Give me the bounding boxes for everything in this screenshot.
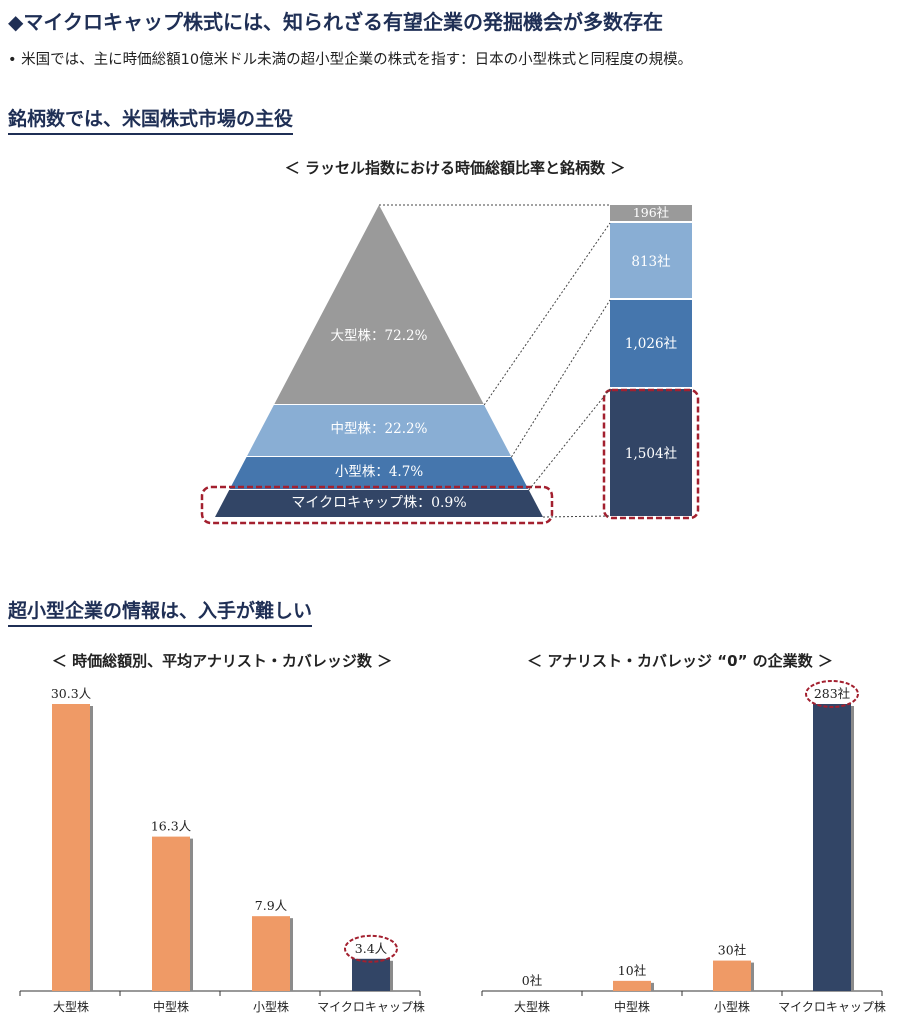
pyramid-label-small: 小型株：4.7% — [335, 464, 423, 480]
page-title: ◆マイクロキャップ株式には、知られざる有望企業の発掘機会が多数存在 — [8, 10, 663, 34]
micro-highlight-count — [602, 388, 700, 520]
count-label-mid: 813社 — [631, 254, 670, 270]
micro-highlight-pyramid — [200, 485, 554, 525]
description-bullet: • 米国では、主に時価総額10億米ドル未満の超小型企業の株式を指す：日本の小型株… — [8, 52, 693, 68]
category-label-mid: 中型株 — [614, 999, 650, 1014]
count-label-small: 1,026社 — [625, 336, 677, 352]
bar-large — [52, 704, 90, 991]
connector-line — [511, 299, 611, 458]
count-label-micro: 1,504社 — [625, 446, 677, 462]
section-heading-stock-count: 銘柄数では、米国株式市場の主役 — [8, 104, 294, 135]
bar-micro — [813, 704, 851, 991]
pyramid-segment-small — [229, 457, 529, 489]
bar-micro — [352, 958, 390, 991]
category-label-large: 大型株 — [514, 999, 550, 1014]
bar-value-label-mid: 16.3人 — [151, 819, 192, 834]
pyramid-label-mid: 中型株：22.2% — [331, 421, 428, 437]
bar-value-label-small: 30社 — [718, 943, 746, 958]
count-block-micro — [610, 389, 692, 516]
category-label-micro: マイクロキャップ株 — [317, 999, 425, 1014]
connector-line — [542, 515, 611, 518]
pyramid-segment-micro — [215, 490, 543, 517]
pyramid-label-large: 大型株：72.2% — [331, 328, 428, 344]
category-label-micro: マイクロキャップ株 — [778, 999, 886, 1014]
micro-value-highlight — [344, 934, 398, 963]
bar-value-label-mid: 10社 — [618, 963, 646, 978]
count-label-large: 196社 — [633, 205, 669, 220]
count-block-small — [610, 300, 692, 387]
category-label-small: 小型株 — [253, 999, 289, 1014]
connector-line — [483, 222, 611, 406]
coverage-chart-title: ＜ 時価総額別、平均アナリスト・カバレッジ数 ＞ — [51, 652, 393, 670]
category-label-mid: 中型株 — [153, 999, 189, 1014]
bar-value-label-large: 0社 — [522, 973, 542, 988]
bar-value-label-micro: 3.4人 — [355, 941, 388, 956]
micro-value-highlight — [805, 680, 859, 708]
bar-value-label-small: 7.9人 — [255, 898, 288, 913]
category-label-small: 小型株 — [714, 999, 750, 1014]
category-label-large: 大型株 — [53, 999, 89, 1014]
count-block-mid — [610, 223, 692, 298]
pyramid-chart: 大型株：72.2% 中型株：22.2% 小型株：4.7% マイクロキャップ株：0.9%… — [200, 204, 700, 525]
bar-value-label-large: 30.3人 — [51, 686, 92, 701]
pyramid-segment-mid — [247, 405, 511, 456]
bar-small — [713, 960, 751, 991]
zero-coverage-chart-title: ＜ アナリスト・カバレッジ “0” の企業数 ＞ — [527, 652, 833, 670]
count-block-large — [610, 205, 692, 221]
bar-mid — [152, 836, 190, 991]
bar-small — [252, 916, 290, 991]
pyramid-segment-large — [274, 205, 484, 404]
pyramid-chart-title: ＜ ラッセル指数における時価総額比率と銘柄数 ＞ — [284, 159, 626, 177]
bar-value-label-micro: 283社 — [814, 686, 850, 701]
connector-line — [528, 388, 611, 491]
section-heading-coverage: 超小型企業の情報は、入手が難しい — [8, 596, 313, 627]
bar-mid — [613, 980, 651, 991]
pyramid-label-micro: マイクロキャップ株：0.9% — [291, 495, 466, 511]
